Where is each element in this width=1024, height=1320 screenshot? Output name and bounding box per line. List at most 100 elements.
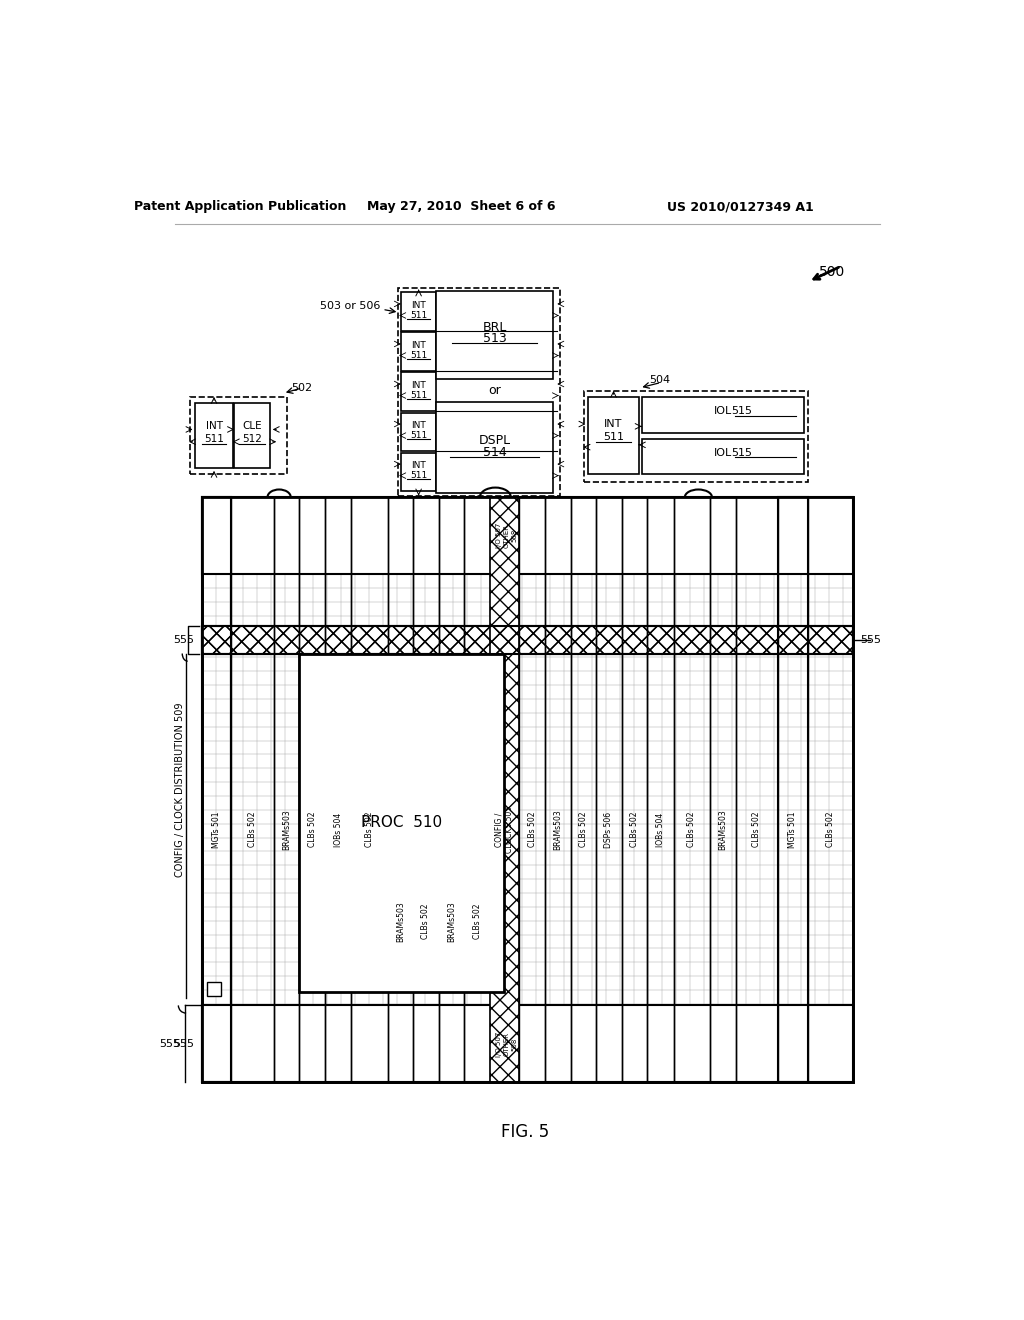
Bar xyxy=(710,498,735,1082)
Bar xyxy=(778,498,808,1082)
Text: 511: 511 xyxy=(410,391,427,400)
Text: 513: 513 xyxy=(482,333,507,345)
Text: BRAMs503: BRAMs503 xyxy=(447,902,456,941)
Text: BRAMs503: BRAMs503 xyxy=(718,809,727,850)
Text: 503 or 506: 503 or 506 xyxy=(321,301,381,312)
Text: 515: 515 xyxy=(732,407,753,416)
Text: CONFIG /
CLOCKS 505: CONFIG / CLOCKS 505 xyxy=(495,807,514,853)
Text: BRAMs503: BRAMs503 xyxy=(282,809,291,850)
Bar xyxy=(489,498,519,1082)
Bar xyxy=(545,498,570,1082)
Bar xyxy=(231,498,273,1082)
Text: CLBs 502: CLBs 502 xyxy=(527,812,537,847)
Text: 555: 555 xyxy=(159,1039,180,1049)
Text: 555: 555 xyxy=(173,635,194,644)
Bar xyxy=(436,401,553,492)
Text: BRAMs503: BRAMs503 xyxy=(396,902,404,941)
Text: CLBs 502: CLBs 502 xyxy=(753,812,762,847)
Text: INT: INT xyxy=(412,341,426,350)
Text: I/O 507: I/O 507 xyxy=(496,1031,502,1056)
Bar xyxy=(397,288,560,496)
Text: I/O 507: I/O 507 xyxy=(496,523,502,548)
Bar xyxy=(642,397,804,433)
Text: 511: 511 xyxy=(204,434,224,445)
Bar xyxy=(584,391,809,482)
Text: 555: 555 xyxy=(860,635,882,644)
Text: CLBs 502: CLBs 502 xyxy=(687,812,696,847)
Text: DSPs 506: DSPs 506 xyxy=(604,812,613,847)
Text: 511: 511 xyxy=(603,432,624,442)
Text: US 2010/0127349 A1: US 2010/0127349 A1 xyxy=(667,201,814,214)
Text: 511: 511 xyxy=(410,432,427,440)
Text: BRL: BRL xyxy=(482,321,507,334)
Text: 500: 500 xyxy=(819,265,846,280)
Bar xyxy=(570,498,596,1082)
Text: CLBs 502: CLBs 502 xyxy=(422,903,430,939)
Text: 555: 555 xyxy=(173,1039,194,1049)
Bar xyxy=(400,453,436,491)
Text: MGTs 501: MGTs 501 xyxy=(788,812,798,847)
Text: INT: INT xyxy=(206,421,222,432)
Bar xyxy=(400,372,436,411)
Bar xyxy=(202,498,853,574)
Text: 511: 511 xyxy=(410,312,427,319)
Bar xyxy=(351,498,388,1082)
Text: PROC  510: PROC 510 xyxy=(360,816,441,830)
Bar xyxy=(464,498,489,1082)
Text: CONFIG / CLOCK DISTRIBUTION 509: CONFIG / CLOCK DISTRIBUTION 509 xyxy=(175,702,185,876)
Text: or: or xyxy=(488,384,501,397)
Bar xyxy=(647,498,674,1082)
Bar xyxy=(589,397,639,474)
Text: 504: 504 xyxy=(649,375,671,385)
Bar xyxy=(202,498,231,1082)
Bar xyxy=(519,498,545,1082)
Text: 514: 514 xyxy=(482,446,507,459)
Text: 502: 502 xyxy=(291,383,312,393)
Text: CLBs 502: CLBs 502 xyxy=(630,812,639,847)
Bar xyxy=(234,404,270,469)
Text: INT: INT xyxy=(412,381,426,389)
Bar xyxy=(325,498,351,1082)
Bar xyxy=(202,626,853,653)
Bar xyxy=(202,498,853,1082)
Bar xyxy=(674,498,710,1082)
Text: IOL: IOL xyxy=(714,447,732,458)
Text: FIG. 5: FIG. 5 xyxy=(501,1123,549,1142)
Bar xyxy=(202,498,853,1082)
Text: CLBs 502: CLBs 502 xyxy=(365,812,374,847)
Text: INT: INT xyxy=(412,461,426,470)
Bar xyxy=(414,498,438,1082)
Text: CLE: CLE xyxy=(243,421,262,432)
Bar xyxy=(642,438,804,474)
Text: CLBs 502: CLBs 502 xyxy=(473,903,481,939)
Text: 511: 511 xyxy=(410,351,427,360)
Bar xyxy=(436,290,553,379)
Text: CLBs 502: CLBs 502 xyxy=(579,812,588,847)
Text: IOL: IOL xyxy=(714,407,732,416)
Bar xyxy=(202,626,853,653)
Text: INT: INT xyxy=(412,301,426,310)
Text: BRAMs503: BRAMs503 xyxy=(553,809,562,850)
Text: May 27, 2010  Sheet 6 of 6: May 27, 2010 Sheet 6 of 6 xyxy=(367,201,555,214)
Bar xyxy=(400,412,436,451)
Text: IOBs 504: IOBs 504 xyxy=(656,812,665,846)
Text: INT: INT xyxy=(412,421,426,430)
Text: IOBs 504: IOBs 504 xyxy=(334,812,342,846)
Text: 511: 511 xyxy=(410,471,427,480)
Text: CLBs 502: CLBs 502 xyxy=(248,812,257,847)
Text: OTHER
508: OTHER 508 xyxy=(504,524,517,548)
Bar xyxy=(207,982,221,997)
Bar xyxy=(438,498,464,1082)
Text: DSPL: DSPL xyxy=(478,434,511,447)
Bar xyxy=(202,1006,853,1082)
Bar xyxy=(400,333,436,371)
Bar xyxy=(400,293,436,331)
Bar xyxy=(299,498,325,1082)
Bar xyxy=(190,397,287,474)
Bar xyxy=(808,498,853,1082)
Text: Patent Application Publication: Patent Application Publication xyxy=(134,201,346,214)
Text: MGTs 501: MGTs 501 xyxy=(212,812,221,847)
Bar xyxy=(622,498,647,1082)
Text: INT: INT xyxy=(604,418,623,429)
Bar xyxy=(596,498,622,1082)
